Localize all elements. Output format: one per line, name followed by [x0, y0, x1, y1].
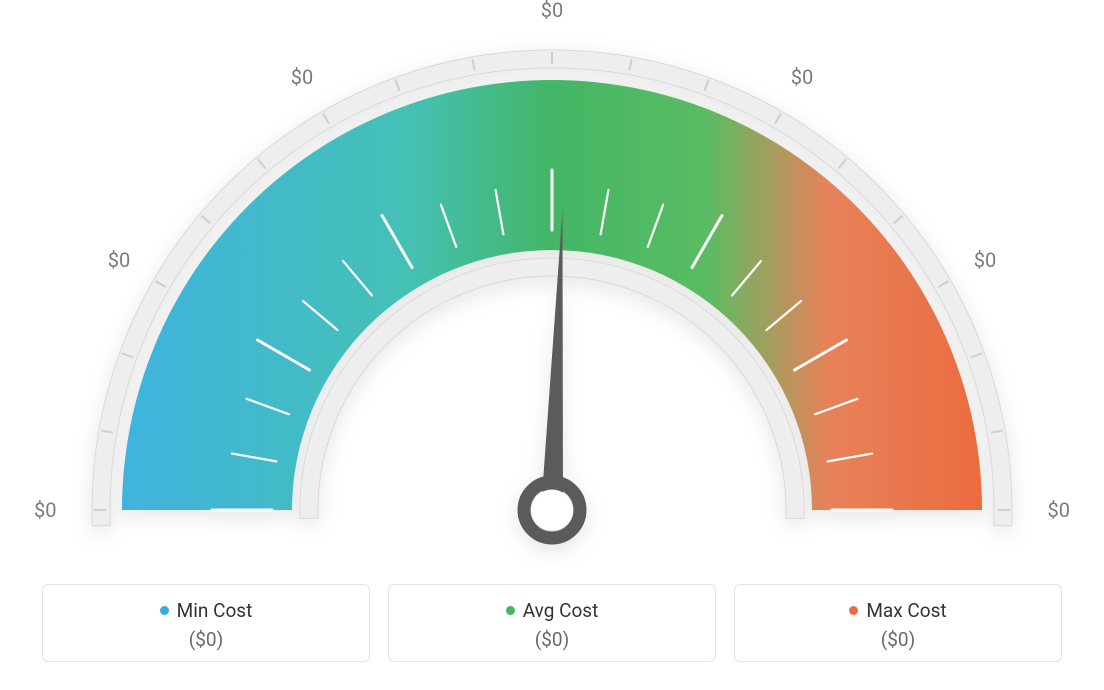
gauge-svg	[52, 0, 1052, 560]
gauge-tick-label: $0	[291, 65, 313, 89]
legend-label: Avg Cost	[523, 599, 599, 622]
legend-title-avg: Avg Cost	[506, 599, 599, 622]
legend-card-avg: Avg Cost ($0)	[388, 584, 716, 662]
legend-label: Max Cost	[866, 599, 946, 622]
dot-icon	[849, 606, 858, 615]
gauge-tick-label: $0	[34, 498, 56, 522]
dot-icon	[160, 606, 169, 615]
legend-value-min: ($0)	[53, 628, 359, 651]
legend-card-max: Max Cost ($0)	[734, 584, 1062, 662]
legend-value-avg: ($0)	[399, 628, 705, 651]
dot-icon	[506, 606, 515, 615]
gauge-tick-label: $0	[974, 248, 996, 272]
gauge-tick-label: $0	[1048, 498, 1070, 522]
gauge-tick-label: $0	[791, 65, 813, 89]
gauge-tick-label: $0	[541, 0, 563, 22]
gauge-tick-label: $0	[108, 248, 130, 272]
legend-label: Min Cost	[177, 599, 253, 622]
legend-value-max: ($0)	[745, 628, 1051, 651]
legend-title-max: Max Cost	[849, 599, 946, 622]
cost-gauge: $0$0$0$0$0$0$0	[52, 0, 1052, 560]
legend-title-min: Min Cost	[160, 599, 253, 622]
legend-card-min: Min Cost ($0)	[42, 584, 370, 662]
legend-row: Min Cost ($0) Avg Cost ($0) Max Cost ($0…	[42, 584, 1062, 662]
